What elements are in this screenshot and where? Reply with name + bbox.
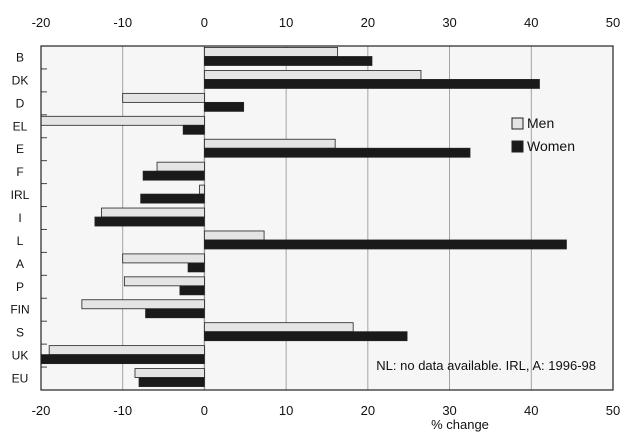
chart-note: NL: no data available. IRL, A: 1996-98	[376, 358, 596, 373]
bar-women-dk	[204, 79, 540, 89]
bar-women-l	[204, 239, 567, 250]
legend-swatch-men	[511, 117, 524, 130]
x-tick-label-bottom: 10	[279, 403, 293, 418]
category-label: I	[18, 211, 21, 225]
bar-men-el	[40, 115, 205, 126]
bar-men-s	[204, 322, 354, 333]
category-label: IRL	[11, 188, 30, 202]
x-tick-label-top: 10	[279, 15, 293, 30]
x-tick-label-bottom: 20	[361, 403, 375, 418]
x-tick-label-top: -20	[32, 15, 51, 30]
bar-men-d	[122, 92, 205, 103]
bar-men-a	[122, 253, 205, 264]
bar-women-el	[182, 124, 205, 135]
bar-women-b	[204, 56, 373, 66]
bar-women-p	[179, 285, 205, 296]
x-tick-label-top: -10	[113, 15, 132, 30]
x-axis-title: % change	[431, 417, 489, 432]
bar-men-eu	[134, 368, 205, 378]
category-label: F	[16, 165, 23, 179]
x-tick-label-bottom: 50	[606, 403, 620, 418]
x-tick-label-top: 40	[524, 15, 538, 30]
category-separators	[41, 68, 47, 368]
bar-men-p	[123, 276, 205, 287]
bars	[40, 47, 567, 387]
x-tick-label-top: 50	[606, 15, 620, 30]
bar-women-e	[204, 147, 471, 158]
legend: Men Women	[511, 115, 575, 154]
x-tick-label-top: 30	[442, 15, 456, 30]
category-label: D	[16, 96, 25, 110]
bar-men-e	[204, 138, 336, 149]
category-label: EL	[13, 119, 28, 133]
category-label: P	[16, 280, 24, 294]
category-label: DK	[12, 73, 29, 87]
bar-men-b	[204, 47, 339, 57]
top-tick-labels: -20 -10 0 10 20 30 40 50	[32, 15, 621, 30]
bar-men-i	[101, 207, 205, 218]
category-label: A	[16, 257, 24, 271]
x-tick-label-bottom: -20	[32, 403, 51, 418]
bar-women-d	[204, 101, 245, 112]
category-label: L	[17, 234, 24, 248]
bar-men-irl	[199, 184, 205, 195]
x-tick-label-top: 20	[361, 15, 375, 30]
bar-women-f	[142, 170, 205, 181]
bar-women-irl	[140, 193, 205, 204]
plot-border	[40, 45, 614, 391]
category-label: FIN	[10, 303, 29, 317]
bar-women-a	[187, 262, 205, 273]
category-label: B	[16, 50, 24, 64]
bar-women-fin	[145, 308, 205, 319]
x-tick-label-bottom: -10	[113, 403, 132, 418]
bar-men-fin	[81, 299, 205, 310]
category-label: EU	[12, 372, 29, 386]
bar-women-uk	[40, 354, 205, 365]
bar-women-eu	[138, 377, 205, 387]
x-tick-label-bottom: 0	[201, 403, 208, 418]
bar-men-uk	[48, 345, 205, 356]
x-tick-label-bottom: 40	[524, 403, 538, 418]
legend-label-men: Men	[527, 115, 554, 131]
bar-men-dk	[204, 70, 422, 80]
legend-swatch-women	[511, 140, 524, 153]
bottom-tick-labels: -20 -10 0 10 20 30 40 50	[32, 403, 621, 418]
category-label: UK	[12, 349, 29, 363]
legend-label-women: Women	[527, 138, 575, 154]
bar-men-f	[156, 161, 205, 172]
bar-women-i	[94, 216, 205, 227]
category-label: S	[16, 326, 24, 340]
bar-women-s	[204, 331, 408, 342]
x-tick-label-bottom: 30	[442, 403, 456, 418]
category-label: E	[16, 142, 24, 156]
bar-men-l	[204, 230, 265, 241]
x-tick-label-top: 0	[201, 15, 208, 30]
